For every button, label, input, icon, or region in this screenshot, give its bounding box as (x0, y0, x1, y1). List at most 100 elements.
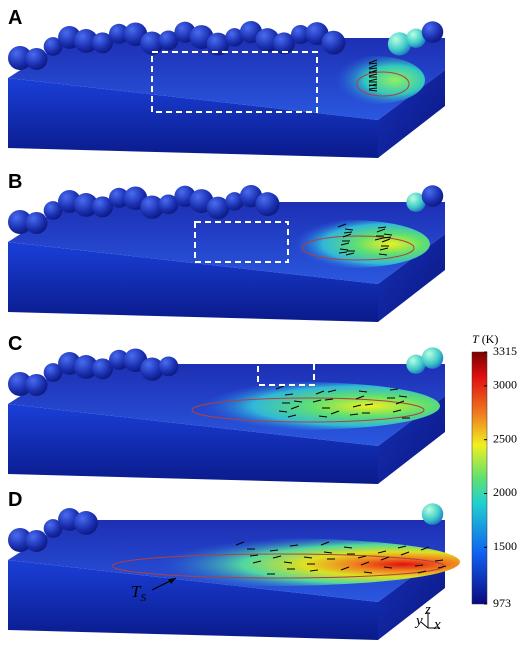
ts-arrowhead (168, 578, 176, 584)
velocity-arrow (368, 89, 378, 92)
velocity-arrow (378, 253, 388, 256)
powder-particle (92, 196, 113, 218)
panel: C (8, 333, 445, 484)
powder-particle (421, 347, 444, 369)
colorbar-title: T (K) (472, 332, 498, 346)
velocity-arrow (368, 62, 378, 65)
slab-top (8, 38, 445, 120)
velocity-arrow (349, 413, 359, 416)
velocity-arrow (320, 541, 330, 546)
powder-particle (290, 24, 311, 44)
powder-particle (25, 47, 48, 70)
velocity-arrow (338, 251, 348, 254)
powder-particle (43, 519, 63, 538)
velocity-arrow (352, 404, 362, 408)
velocity-arrow (343, 231, 353, 234)
colorbar (471, 351, 488, 605)
panel-label: C (8, 333, 22, 355)
slab-end (378, 70, 445, 158)
velocity-arrow (368, 87, 378, 90)
velocity-arrow (417, 570, 427, 574)
velocity-arrow (249, 554, 259, 557)
powder-particle (8, 528, 32, 552)
melt-pool (160, 382, 440, 430)
velocity-arrow (357, 555, 367, 559)
velocity-arrow (368, 73, 378, 77)
velocity-arrow (358, 390, 368, 393)
velocity-arrow (293, 400, 303, 403)
ts-subscript: S (140, 592, 146, 604)
powder-particle (92, 32, 113, 54)
powder-particle (206, 196, 230, 220)
velocity-arrow (400, 551, 410, 556)
velocity-arrow (420, 546, 430, 551)
powder-particle (43, 363, 63, 382)
powder-particle (74, 29, 98, 53)
velocity-arrow (368, 83, 378, 87)
slab-front (8, 242, 378, 322)
velocity-arrow (303, 556, 313, 559)
powder-particle (25, 211, 48, 234)
velocity-arrow (395, 400, 405, 405)
velocity-arrow (397, 545, 407, 549)
slab-front (8, 404, 378, 484)
axis-y: y (414, 613, 423, 629)
powder-particle (43, 37, 63, 56)
powder-particle (25, 529, 48, 552)
velocity-arrow (323, 551, 333, 554)
powder-particle (421, 21, 444, 43)
panel: A (8, 7, 445, 158)
powder-particle (158, 356, 179, 377)
velocity-arrow (434, 559, 444, 562)
velocity-arrow (340, 242, 350, 246)
highlight-box (257, 349, 315, 386)
powder-particle (109, 349, 129, 370)
velocity-arrow (374, 237, 384, 241)
powder-particle (158, 194, 179, 215)
velocity-arrow (368, 67, 378, 70)
powder-particle (8, 372, 32, 396)
powder-particle (321, 30, 346, 55)
velocity-arrow (324, 398, 334, 401)
colorbar-tick-label: 2000 (493, 485, 517, 499)
velocity-arrow (339, 248, 349, 251)
colorbar-tick-label: 3000 (493, 378, 517, 392)
solidus-contour (301, 235, 415, 261)
velocity-arrow (284, 393, 294, 396)
axis-z: z (424, 602, 431, 618)
slab-end (378, 396, 445, 484)
velocity-arrow (344, 228, 354, 231)
velocity-arrow (381, 238, 391, 243)
ts-symbol: T (131, 582, 142, 601)
velocity-arrow (289, 544, 299, 547)
powder-particle (406, 354, 426, 374)
powder-particle (109, 187, 129, 208)
velocity-arrow (315, 390, 325, 395)
velocity-arrow (309, 569, 319, 572)
velocity-arrow (355, 395, 365, 400)
powder-particle (92, 358, 113, 380)
panel: D (8, 489, 460, 640)
powder-particle (206, 32, 230, 56)
velocity-arrow (312, 399, 322, 403)
velocity-arrow (379, 247, 389, 251)
powder-particle (421, 185, 444, 207)
powder-particle (273, 32, 295, 55)
velocity-arrow (364, 403, 374, 406)
slab-front (8, 78, 378, 158)
solidus-contour (356, 71, 410, 97)
powder-particle (140, 31, 164, 55)
velocity-arrow (272, 555, 282, 559)
velocity-arrow (252, 560, 262, 564)
colorbar-tick-label: 1500 (493, 539, 517, 553)
velocity-arrow (330, 410, 340, 415)
velocity-arrow (437, 565, 447, 569)
colorbar-tick-label: 3315 (493, 344, 517, 358)
velocity-arrow (343, 546, 353, 549)
velocity-arrow (392, 409, 402, 413)
velocity-arrow (368, 69, 378, 74)
velocity-arrow (398, 395, 408, 398)
powder-particle (25, 373, 48, 396)
colorbar-tick-label: 973 (493, 596, 511, 610)
melt-pool (80, 538, 460, 586)
